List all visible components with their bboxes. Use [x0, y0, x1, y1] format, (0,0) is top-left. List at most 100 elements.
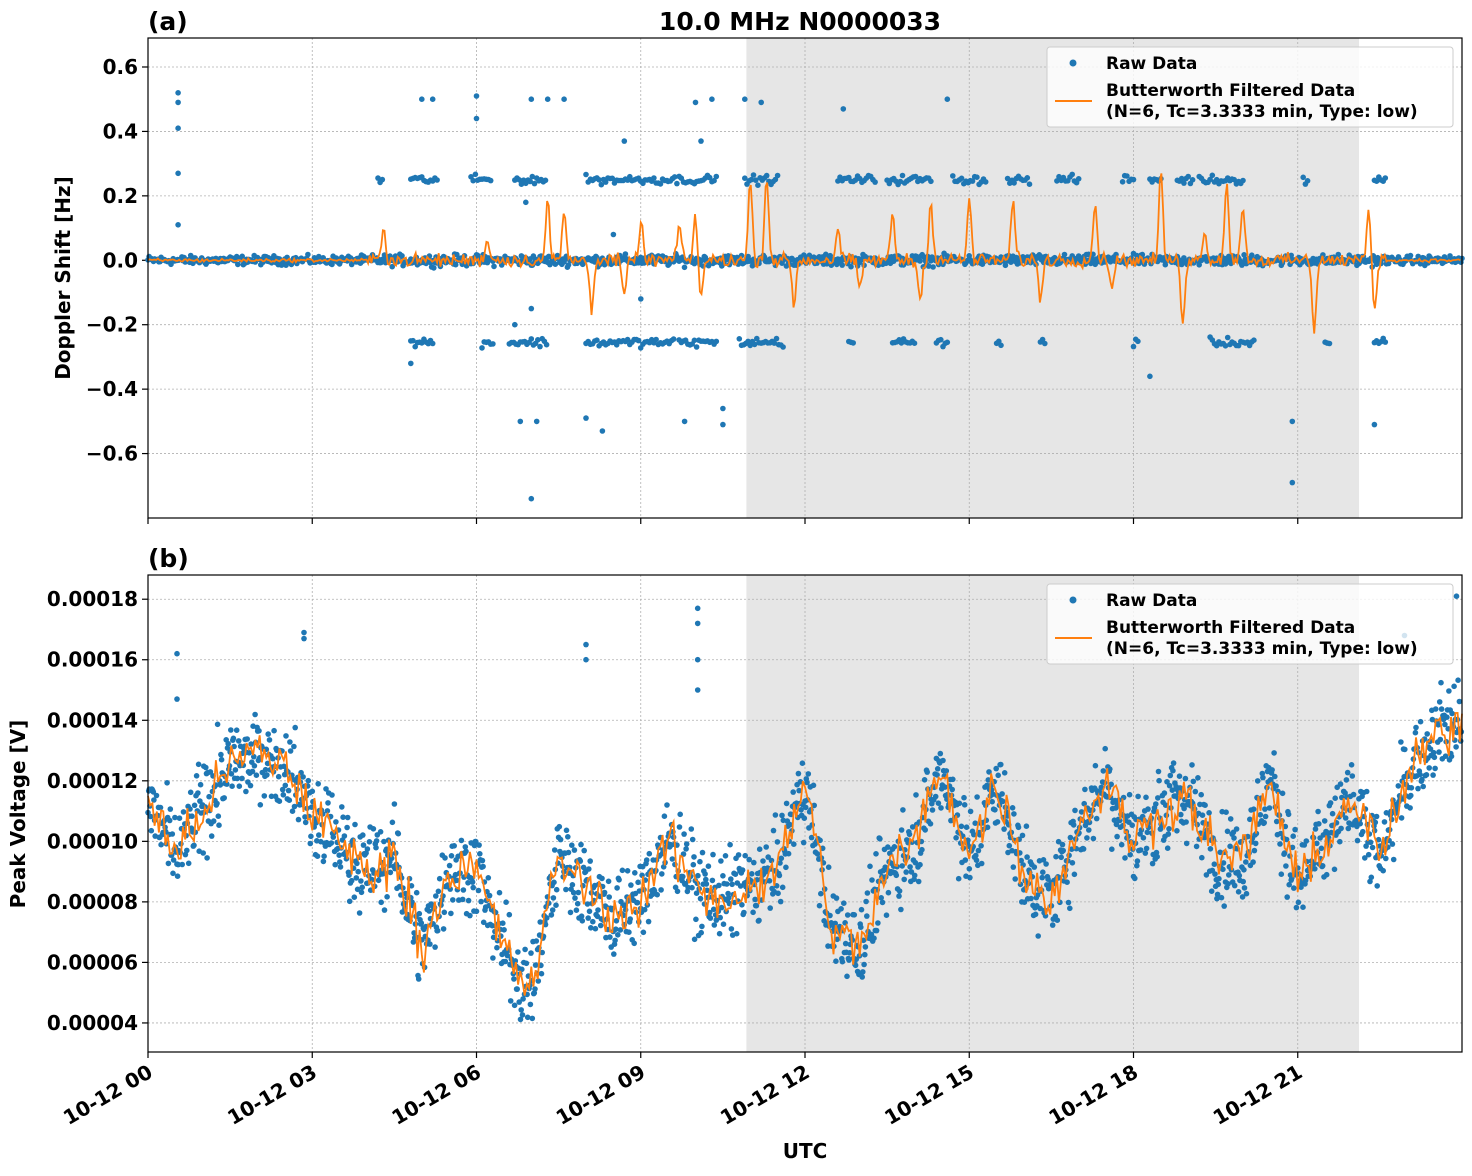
raw-data-point [287, 739, 293, 745]
raw-data-point [706, 174, 713, 181]
raw-data-point [1251, 337, 1257, 344]
raw-data-point [230, 735, 237, 742]
raw-data-point [612, 937, 618, 944]
raw-data-point [279, 786, 286, 793]
raw-data-point [702, 871, 708, 877]
raw-data-point [301, 635, 307, 642]
raw-data-point [763, 172, 770, 179]
raw-data-point [1214, 891, 1221, 898]
raw-data-point [1042, 340, 1048, 347]
raw-data-point [217, 782, 224, 788]
x-tick-label: 10-12 00 [59, 1060, 157, 1130]
raw-data-point [1380, 867, 1386, 874]
raw-data-point [796, 787, 802, 794]
raw-data-point [1407, 252, 1414, 259]
raw-data-point [728, 926, 735, 932]
raw-data-point [827, 912, 833, 919]
raw-data-point [580, 864, 587, 871]
raw-data-point [1012, 876, 1018, 882]
raw-data-point [1167, 772, 1174, 779]
raw-data-point [490, 934, 497, 941]
raw-data-point [1054, 178, 1060, 184]
raw-data-point [221, 795, 227, 801]
raw-data-point [1437, 736, 1444, 743]
raw-data-point [1444, 714, 1450, 720]
raw-data-point [844, 912, 851, 918]
raw-data-point [1275, 788, 1281, 795]
raw-data-point [584, 901, 591, 907]
raw-data-point [1199, 812, 1206, 818]
raw-data-point [783, 800, 790, 807]
raw-data-point [1373, 178, 1380, 184]
raw-data-point [301, 629, 307, 636]
raw-data-point [567, 909, 574, 916]
raw-data-point [1124, 173, 1130, 179]
raw-data-point [261, 793, 268, 799]
raw-data-point [961, 794, 967, 801]
raw-data-point [579, 918, 586, 924]
raw-data-point [1064, 879, 1070, 885]
raw-data-point [216, 822, 222, 828]
raw-data-point [561, 96, 567, 102]
raw-data-point [1170, 767, 1176, 774]
raw-data-point [528, 305, 535, 312]
raw-data-point [1239, 894, 1246, 900]
raw-data-point [1040, 857, 1047, 863]
raw-data-point [532, 962, 539, 968]
raw-data-point [735, 852, 742, 858]
raw-data-point [1241, 252, 1247, 258]
raw-data-point [387, 869, 394, 876]
raw-data-point [1226, 872, 1232, 878]
raw-data-point [955, 875, 962, 882]
raw-data-point [657, 181, 664, 187]
raw-data-point [1143, 794, 1149, 801]
raw-data-point [291, 803, 298, 810]
raw-data-point [527, 1001, 534, 1008]
raw-data-point [187, 789, 194, 796]
raw-data-point [148, 827, 155, 834]
raw-data-point [1118, 841, 1125, 848]
raw-data-point [574, 900, 581, 907]
raw-data-point [733, 930, 740, 937]
raw-data-point [175, 861, 181, 868]
raw-data-point [653, 336, 659, 343]
raw-data-point [666, 261, 672, 267]
raw-data-point [913, 792, 919, 798]
raw-data-point [825, 943, 831, 949]
raw-data-point [537, 919, 543, 925]
x-tick-label: 10-12 12 [716, 1060, 814, 1130]
raw-data-point [774, 839, 781, 845]
raw-data-point [169, 831, 176, 837]
raw-data-point [804, 779, 810, 786]
raw-data-point [1225, 881, 1231, 887]
panel-label-b: (b) [148, 544, 189, 573]
raw-data-point [984, 824, 991, 831]
raw-data-point [1107, 766, 1113, 772]
raw-data-point [1281, 850, 1288, 856]
raw-data-point [1156, 777, 1162, 784]
raw-data-point [506, 911, 513, 918]
raw-data-point [919, 846, 925, 853]
raw-data-point [523, 960, 530, 967]
raw-data-point [419, 96, 425, 102]
raw-data-point [638, 296, 644, 302]
raw-data-point [635, 337, 642, 344]
raw-data-point [458, 837, 465, 844]
raw-data-point [581, 847, 587, 854]
y-tick-label: 0.00010 [47, 829, 138, 853]
raw-data-point [774, 172, 781, 179]
raw-data-point [175, 99, 181, 106]
raw-data-point [418, 920, 425, 926]
raw-data-point [283, 733, 289, 739]
raw-data-point [353, 875, 360, 881]
raw-data-point [1189, 177, 1196, 183]
raw-data-point [1262, 813, 1269, 820]
raw-data-point [599, 428, 606, 434]
y-tick-label: 0.00008 [47, 890, 138, 914]
raw-data-point [720, 873, 726, 879]
raw-data-point [1293, 904, 1300, 911]
raw-data-point [1371, 421, 1378, 428]
raw-data-point [370, 826, 377, 832]
raw-data-point [356, 910, 363, 916]
raw-data-point [1214, 895, 1220, 902]
